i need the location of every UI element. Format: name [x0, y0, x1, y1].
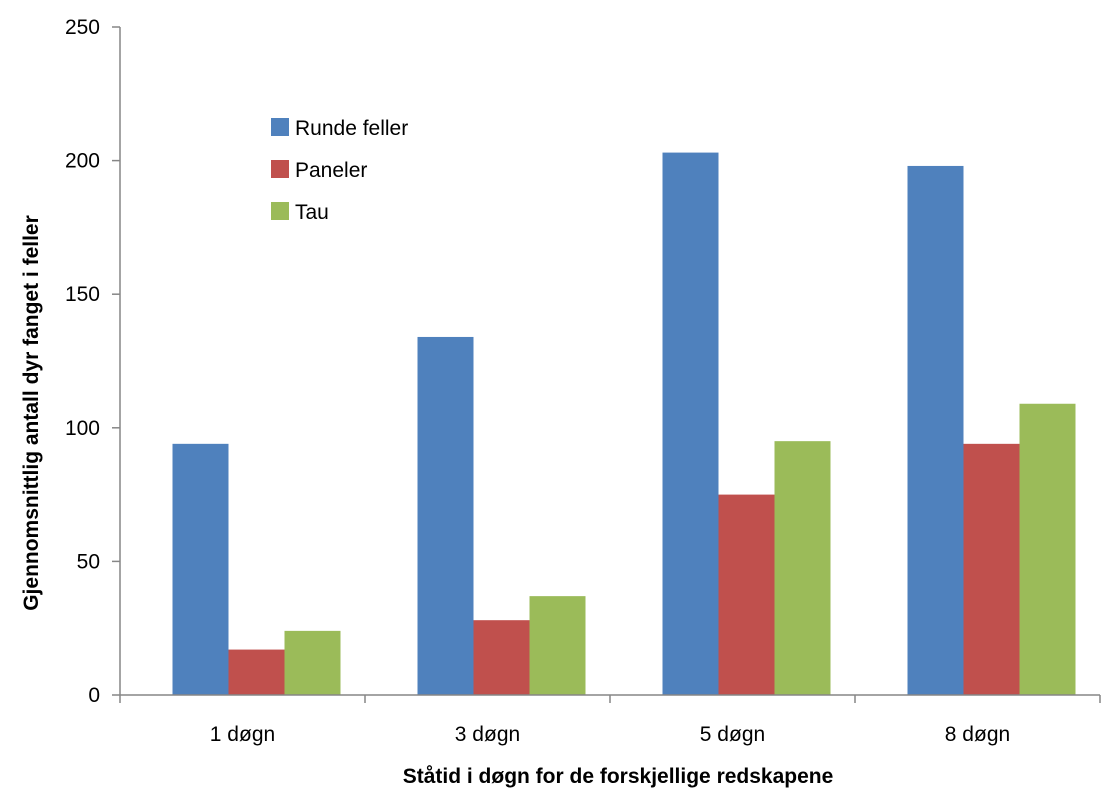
- y-tick-label: 200: [65, 150, 100, 173]
- x-axis-title: Ståtid i døgn for de forskjellige redska…: [403, 765, 834, 788]
- bars-group: [172, 152, 1076, 696]
- bar: [172, 443, 229, 695]
- y-tick-label: 250: [65, 16, 100, 39]
- bar: [963, 443, 1020, 695]
- legend-swatch: [271, 118, 289, 136]
- y-axis-title: Gjennomsnittlig antall dyr fanget i fell…: [20, 215, 43, 611]
- legend-label: Runde feller: [295, 117, 408, 140]
- legend-swatch: [271, 160, 289, 178]
- bar: [473, 620, 530, 695]
- x-ticks-group: 1 døgn 3 døgn 5 døgn 8 døgn: [119, 695, 1101, 746]
- x-tick-label: 1 døgn: [210, 723, 275, 746]
- x-tick-label: 8 døgn: [945, 723, 1010, 746]
- y-tick-label: 150: [65, 283, 100, 306]
- legend-label: Tau: [295, 201, 329, 224]
- bar: [1019, 403, 1076, 695]
- legend-label: Paneler: [295, 159, 367, 182]
- bar: [662, 152, 719, 696]
- x-tick-label: 5 døgn: [700, 723, 765, 746]
- bar: [718, 494, 775, 695]
- x-tick-label: 3 døgn: [455, 723, 520, 746]
- bar: [417, 336, 474, 695]
- bar: [907, 165, 964, 696]
- legend: Runde feller Paneler Tau: [271, 117, 408, 224]
- legend-swatch: [271, 202, 289, 220]
- y-ticks-group: 0 50 100 150 200 250: [65, 16, 120, 707]
- bar: [284, 630, 341, 695]
- bar: [774, 441, 831, 695]
- bar: [228, 649, 285, 695]
- y-tick-label: 0: [88, 684, 100, 707]
- bar: [529, 596, 586, 695]
- y-tick-label: 50: [77, 550, 100, 573]
- y-tick-label: 100: [65, 417, 100, 440]
